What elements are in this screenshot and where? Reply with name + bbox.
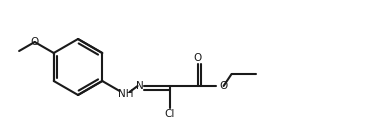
Text: O: O	[31, 37, 39, 47]
Text: O: O	[220, 81, 228, 91]
Text: NH: NH	[118, 89, 133, 99]
Text: N: N	[136, 81, 144, 91]
Text: Cl: Cl	[165, 109, 175, 119]
Text: O: O	[194, 53, 202, 63]
